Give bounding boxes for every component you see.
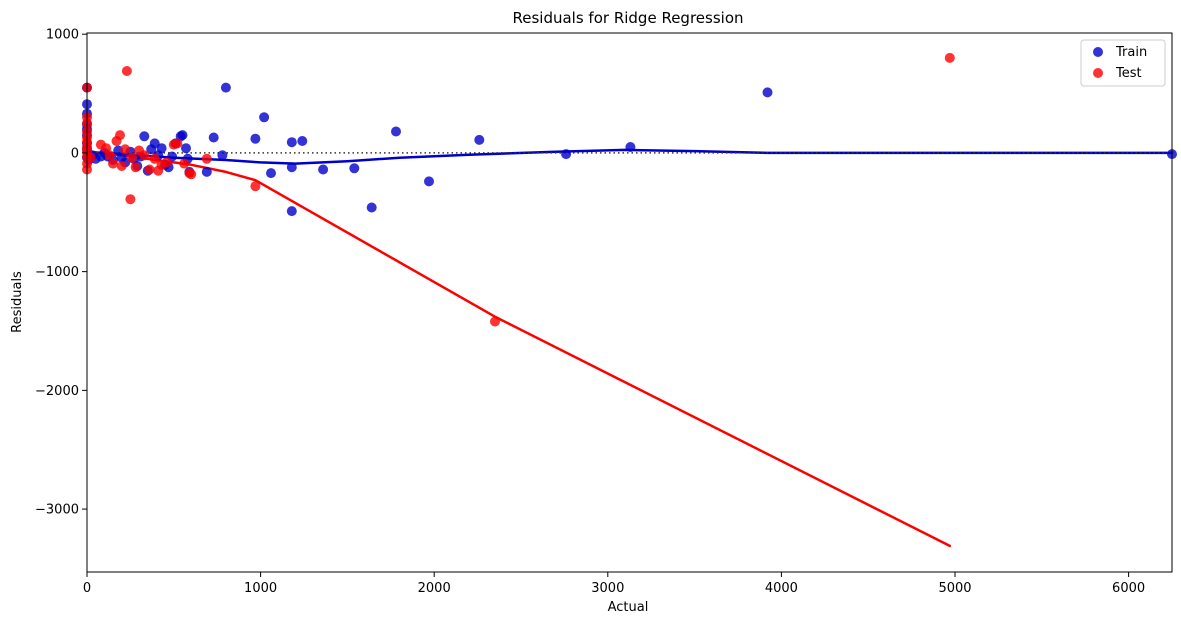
y-tick-label: 1000: [46, 28, 79, 43]
data-point-train: [625, 142, 636, 152]
data-point-test: [115, 130, 125, 141]
data-point-test: [121, 66, 132, 76]
data-point-train: [208, 132, 219, 143]
data-point-train: [250, 133, 261, 144]
data-point-train: [424, 176, 434, 187]
data-point-train: [474, 134, 485, 145]
y-tick-label: −1000: [35, 265, 79, 280]
legend-marker-train: [1093, 47, 1103, 57]
data-point-train: [217, 150, 228, 161]
data-point-train: [366, 202, 377, 213]
chart-title: Residuals for Ridge Regression: [513, 9, 744, 27]
legend-label-test: Test: [1115, 66, 1142, 81]
data-point-test: [490, 316, 500, 327]
data-point-test: [108, 158, 118, 169]
data-point-train: [297, 136, 308, 146]
data-point-train: [762, 87, 773, 98]
x-tick-label: 2000: [418, 581, 451, 596]
data-point-test: [125, 194, 136, 205]
legend-label-train: Train: [1115, 45, 1147, 60]
legend: Train Test: [1080, 39, 1166, 87]
x-tick-label: 3000: [591, 581, 624, 596]
y-axis: 1000 0 −1000 −2000 −3000: [35, 28, 87, 518]
data-point-train: [286, 206, 297, 217]
data-point-test: [179, 158, 190, 169]
legend-marker-test: [1093, 68, 1103, 78]
data-point-test: [116, 161, 127, 171]
plot-frame: [87, 33, 1172, 572]
x-tick-label: 1000: [244, 581, 277, 596]
data-point-test: [139, 150, 150, 161]
data-point-train: [286, 137, 297, 148]
data-point-test: [161, 157, 172, 168]
data-point-test: [130, 162, 141, 173]
data-point-train: [201, 166, 212, 177]
data-point-train: [318, 164, 329, 175]
data-point-test: [944, 52, 955, 63]
data-point-test: [85, 152, 96, 163]
data-point-train: [139, 131, 150, 142]
x-axis-title: Actual: [608, 600, 649, 615]
data-point-train: [286, 162, 297, 173]
data-point-test: [250, 181, 261, 192]
data-point-train: [177, 130, 188, 141]
data-point-train: [156, 143, 167, 154]
data-point-test: [144, 164, 155, 175]
data-point-train: [561, 149, 572, 160]
data-point-test: [104, 150, 115, 161]
data-point-test: [201, 153, 212, 164]
data-point-test: [127, 152, 138, 163]
data-point-train: [391, 126, 401, 137]
data-point-train: [266, 168, 276, 179]
data-point-test: [186, 169, 197, 180]
data-point-test: [172, 138, 183, 149]
x-tick-label: 4000: [765, 581, 798, 596]
plot-border: [86, 32, 1173, 573]
y-tick-label: −3000: [35, 503, 79, 518]
data-point-train: [220, 82, 231, 93]
series-test: [82, 52, 955, 327]
plot-area: [82, 32, 1177, 573]
x-tick-label: 0: [83, 581, 91, 596]
data-point-train: [259, 112, 270, 123]
y-tick-label: −2000: [35, 384, 79, 399]
x-tick-label: 6000: [1112, 581, 1145, 596]
x-axis: 0 1000 2000 3000 4000 5000 6000: [83, 572, 1145, 596]
data-point-test: [149, 153, 160, 164]
y-tick-label: 0: [71, 146, 79, 161]
data-point-train: [349, 163, 360, 174]
x-tick-label: 5000: [938, 581, 971, 596]
y-axis-title: Residuals: [10, 271, 25, 333]
data-point-train: [181, 143, 191, 154]
data-point-test: [120, 144, 131, 155]
